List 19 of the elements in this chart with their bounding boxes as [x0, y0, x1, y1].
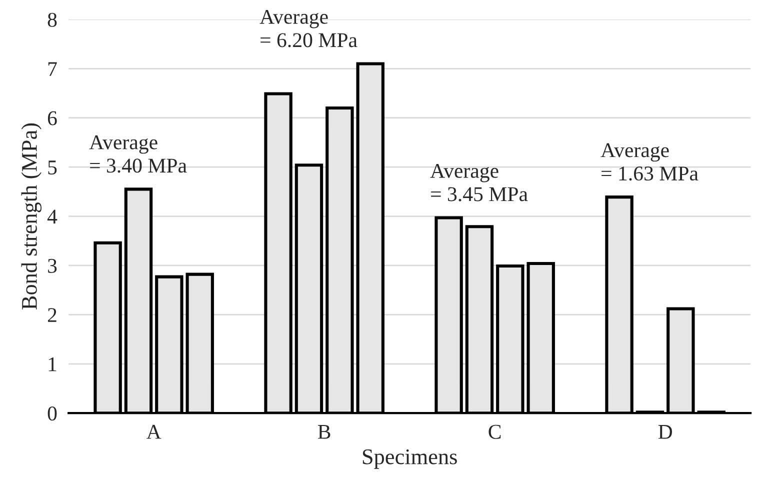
y-tick-label: 5 — [48, 160, 57, 174]
annotation: Average = 6.20 MPa — [260, 10, 358, 48]
x-tick-label: C — [488, 424, 501, 439]
x-tick-label: A — [146, 424, 162, 439]
y-tick-label: 6 — [48, 111, 57, 126]
y-tick-label: 3 — [48, 258, 57, 273]
y-axis-title: Bond strength (MPa) — [21, 123, 42, 310]
x-axis-title: Specimens — [362, 449, 457, 469]
x-tick-label: D — [658, 425, 672, 439]
annotation: Average = 3.40 MPa — [89, 135, 187, 173]
y-tick-label: 7 — [48, 62, 57, 76]
y-tick-label: 8 — [48, 12, 57, 27]
y-tick-label: 4 — [47, 210, 58, 224]
x-tick-label: B — [318, 425, 330, 439]
y-tick-label: 2 — [48, 308, 56, 322]
y-tick-label: 0 — [48, 406, 57, 421]
annotation: Average = 1.63 MPa — [600, 143, 698, 181]
y-tick-label: 1 — [48, 357, 56, 372]
annotation: Average = 3.45 MPa — [430, 164, 528, 202]
